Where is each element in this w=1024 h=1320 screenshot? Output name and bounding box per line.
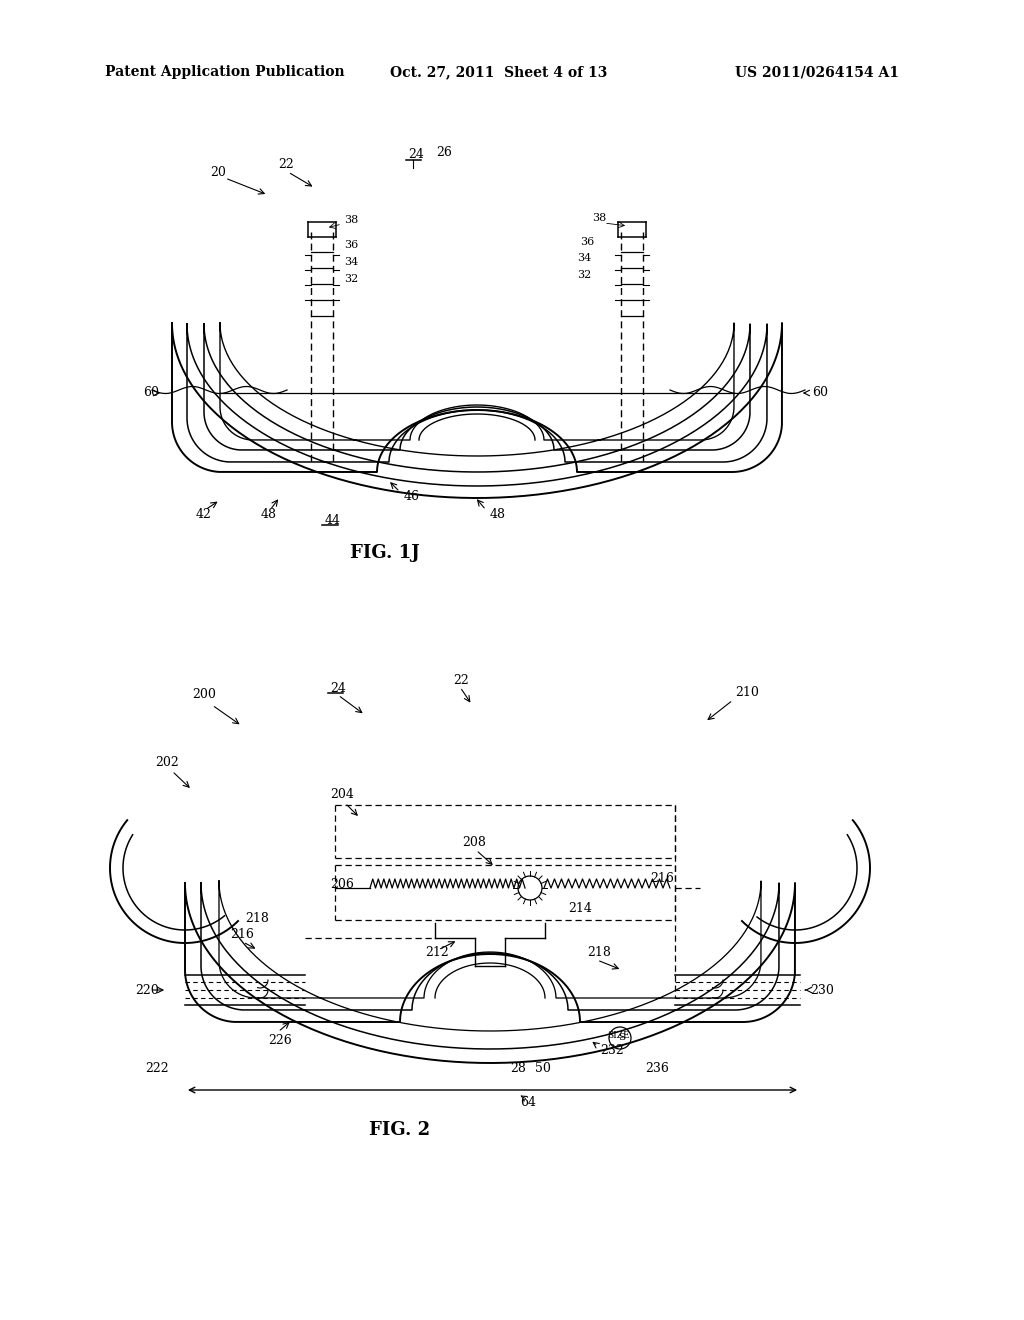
Text: 42: 42 [196,508,212,521]
Text: US 2011/0264154 A1: US 2011/0264154 A1 [735,65,899,79]
Text: 210: 210 [735,686,759,700]
Text: 48: 48 [490,508,506,521]
Text: 24: 24 [408,149,424,161]
Text: FIG. 1J: FIG. 1J [350,544,420,562]
Text: 222: 222 [145,1061,169,1074]
Text: 46: 46 [404,491,420,503]
Text: 218: 218 [245,912,269,924]
Text: 64: 64 [520,1096,536,1109]
Text: 28: 28 [510,1061,526,1074]
Text: 60: 60 [143,387,159,400]
Text: 32: 32 [344,275,358,284]
Text: 44: 44 [325,513,341,527]
Text: 26: 26 [436,145,452,158]
Text: 202: 202 [155,756,179,770]
Text: 34: 34 [577,253,591,263]
Text: 22: 22 [453,673,469,686]
Text: S: S [618,1034,626,1043]
Text: 208: 208 [462,836,485,849]
Text: 48: 48 [261,508,278,521]
Text: Patent Application Publication: Patent Application Publication [105,65,345,79]
Text: 22: 22 [278,158,294,172]
Text: 226: 226 [268,1034,292,1047]
Text: 212: 212 [425,945,449,958]
Text: 204: 204 [330,788,354,801]
Text: 38: 38 [592,213,606,223]
Text: 236: 236 [645,1061,669,1074]
Text: 20: 20 [210,165,226,178]
Text: 36: 36 [580,238,594,247]
Text: 24: 24 [330,681,346,694]
Text: 232: 232 [600,1044,624,1056]
Text: 206: 206 [330,879,354,891]
Text: 218: 218 [587,946,611,960]
Text: 34: 34 [344,257,358,267]
Text: 214: 214 [568,902,592,915]
Text: 36: 36 [344,240,358,249]
Text: FIG. 2: FIG. 2 [370,1121,430,1139]
Text: 216: 216 [650,871,674,884]
Text: 216: 216 [230,928,254,941]
Text: 230: 230 [810,983,834,997]
Text: SIZE: SIZE [607,1031,630,1040]
Text: Oct. 27, 2011  Sheet 4 of 13: Oct. 27, 2011 Sheet 4 of 13 [390,65,607,79]
Text: 60: 60 [812,387,828,400]
Text: 220: 220 [135,983,159,997]
Text: 50: 50 [535,1061,551,1074]
Text: 200: 200 [193,689,216,701]
Text: 38: 38 [344,215,358,224]
Text: 32: 32 [577,271,591,280]
